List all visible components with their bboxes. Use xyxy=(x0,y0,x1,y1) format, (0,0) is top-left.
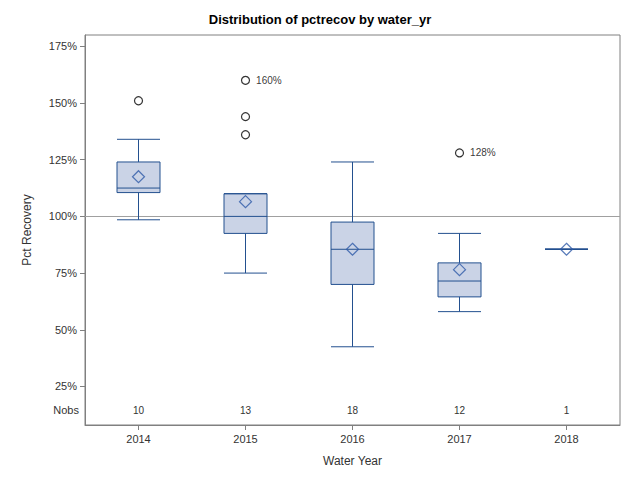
svg-text:Pct Recovery: Pct Recovery xyxy=(20,194,34,265)
svg-text:128%: 128% xyxy=(470,147,496,158)
svg-text:18: 18 xyxy=(347,405,359,416)
svg-text:2018: 2018 xyxy=(554,433,578,445)
svg-text:13: 13 xyxy=(240,405,252,416)
svg-text:75%: 75% xyxy=(55,267,77,279)
svg-text:175%: 175% xyxy=(49,40,77,52)
svg-text:Water Year: Water Year xyxy=(323,454,382,468)
svg-text:2017: 2017 xyxy=(447,433,471,445)
svg-text:2014: 2014 xyxy=(126,433,150,445)
svg-text:2015: 2015 xyxy=(233,433,257,445)
svg-text:150%: 150% xyxy=(49,97,77,109)
svg-text:10: 10 xyxy=(133,405,145,416)
svg-text:50%: 50% xyxy=(55,324,77,336)
svg-text:125%: 125% xyxy=(49,154,77,166)
svg-text:Nobs: Nobs xyxy=(53,404,79,416)
svg-text:1: 1 xyxy=(564,405,570,416)
svg-text:100%: 100% xyxy=(49,210,77,222)
svg-text:160%: 160% xyxy=(256,75,282,86)
svg-text:Distribution of pctrecov by wa: Distribution of pctrecov by water_yr xyxy=(209,12,432,27)
svg-text:25%: 25% xyxy=(55,380,77,392)
svg-text:2016: 2016 xyxy=(340,433,364,445)
svg-text:12: 12 xyxy=(454,405,466,416)
